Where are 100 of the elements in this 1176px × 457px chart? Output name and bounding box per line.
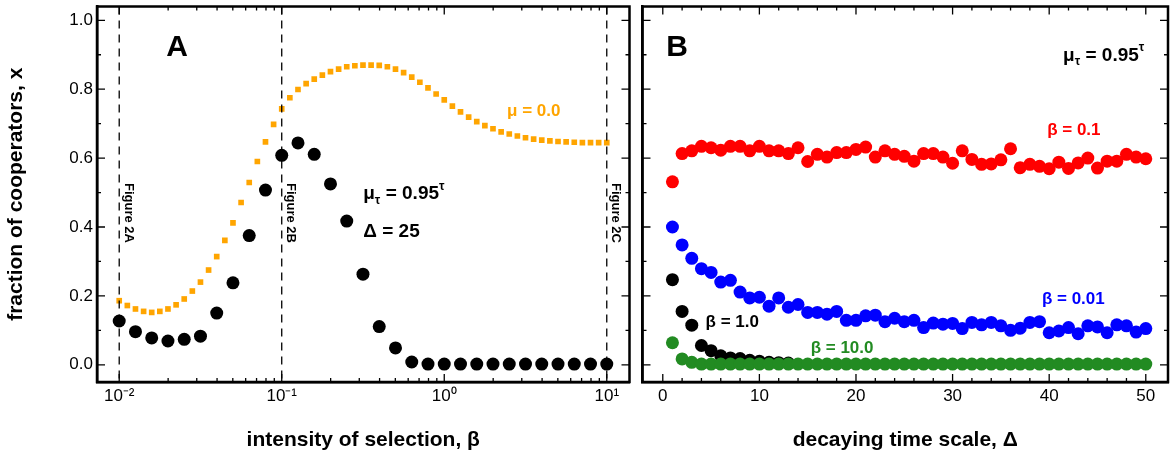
point [859,140,873,154]
point [1062,161,1075,175]
point [868,308,882,322]
point [704,344,718,358]
point [177,332,191,346]
ref-line-label: Figure 2B [284,182,300,243]
point [830,304,844,318]
point [743,144,757,158]
x-axis-title: intensity of selection, β [246,427,481,451]
point [907,154,921,168]
point [1139,322,1153,336]
point [791,297,805,311]
ref-line-label: Figure 2A [121,182,137,244]
series-label: β = 10.0 [810,337,874,357]
point [801,155,815,169]
text: A [166,29,188,63]
x-tick-label: 40 [1039,385,1059,405]
point [772,291,786,305]
point [849,313,863,327]
series-label: β = 0.01 [1041,289,1105,309]
point [470,357,484,371]
point [405,355,419,369]
point [791,141,805,155]
point [1042,162,1056,176]
point [762,299,776,313]
point [535,357,549,371]
point [1110,154,1124,168]
point [685,144,699,158]
point [275,148,289,162]
point [868,150,882,164]
point [917,321,931,335]
point [551,357,565,371]
point [1052,155,1066,169]
point [665,273,679,287]
x-tick-label: 30 [943,385,963,405]
point [502,357,516,371]
point [1033,315,1047,329]
y-tick-label: 0.6 [69,147,93,167]
point [907,313,921,327]
point [665,220,679,234]
x-tick-label: 10⁻¹ [266,385,298,405]
point [226,276,240,290]
point [1013,321,1027,335]
point [1119,319,1133,333]
point [946,316,960,330]
point [307,147,321,161]
point [519,357,532,371]
point [258,183,272,197]
y-tick-label: 1.0 [69,9,93,29]
x-axis-title: decaying time scale, Δ [792,427,1018,451]
point [242,229,256,243]
point [704,265,718,279]
series-label: μ = 0.0 [507,101,561,121]
x-tick-label: 10 [749,385,769,405]
point [600,357,614,371]
point [372,320,386,334]
x-tick-label: 10¹ [594,385,620,405]
point [1004,142,1018,156]
point [356,267,370,281]
point [128,325,142,339]
series-label: β = 0.1 [1047,120,1101,140]
point [685,318,699,332]
point [1090,320,1104,334]
point [665,175,679,189]
annotation: Δ = 25 [363,220,421,242]
point [1090,161,1104,175]
y-tick-label: 0.0 [69,354,93,374]
point [193,329,207,343]
point [454,357,468,371]
point [145,331,159,345]
point [781,147,795,161]
point [723,273,737,287]
point [994,153,1008,167]
point [389,341,402,355]
point [340,214,354,228]
point [161,334,175,348]
point [486,357,500,371]
point [685,251,699,265]
y-tick-label: 0.2 [69,285,93,305]
y-tick-label: 0.4 [69,216,93,236]
point [421,357,435,371]
point [584,357,598,371]
point [965,152,979,166]
ref-line-label: Figure 2C [609,182,625,244]
point [1062,321,1075,335]
point [675,304,689,318]
point [1100,326,1114,340]
x-tick-label: 0 [658,385,668,405]
point [210,306,224,320]
point [675,238,689,252]
point [1139,152,1153,166]
point [752,290,766,304]
point [437,357,451,371]
point [1081,151,1095,165]
series-label: β = 1.0 [705,311,759,331]
point [665,336,679,350]
point [694,338,708,352]
point [323,177,337,191]
point [946,156,960,170]
point [1139,357,1153,371]
